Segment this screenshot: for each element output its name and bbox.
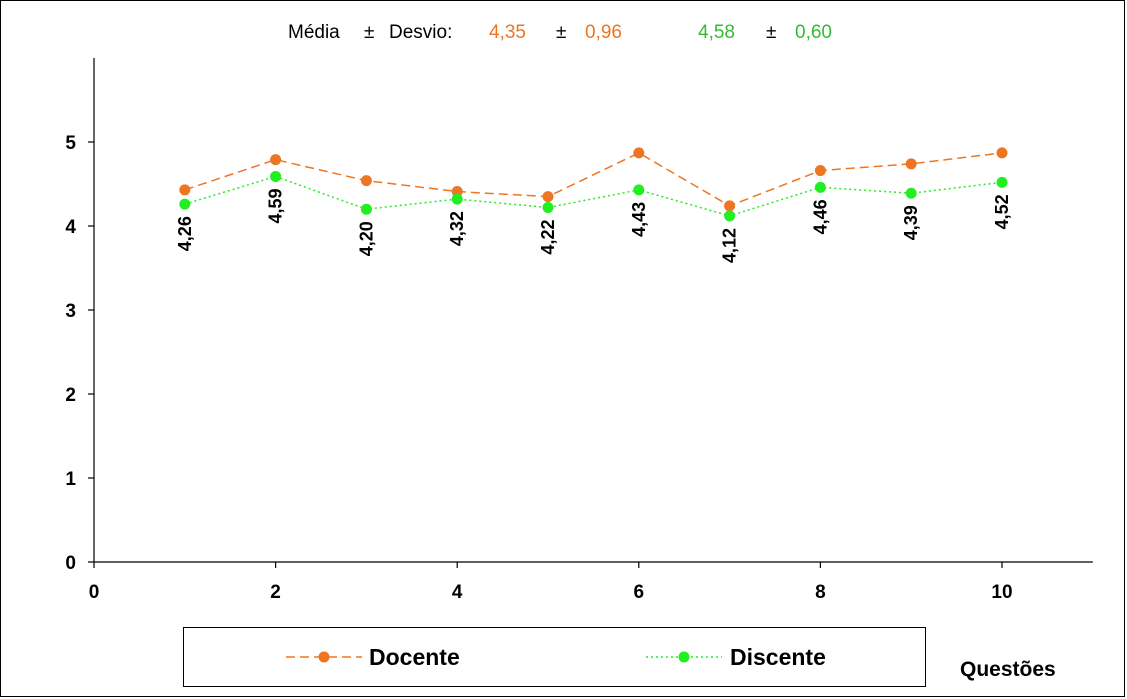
stats-discente-sd: 0,60 [795,22,832,43]
series-discente-point [451,193,463,205]
series-docente-point [724,200,736,212]
x-tick-label: 0 [89,582,100,603]
data-label: 4,26 [175,216,195,251]
series-docente-point [451,186,463,198]
legend-discente-label: Discente [730,644,826,670]
legend-docente-swatch [286,651,362,663]
series-discente-point [179,198,191,210]
stats-mean-label: Média [288,22,340,43]
series-docente-point [179,184,191,196]
legend: Docente Discente [183,627,926,687]
y-tick-label: 0 [65,553,76,574]
y-tick-label: 3 [65,301,76,322]
y-tick-label: 2 [65,385,76,406]
data-label: 4,46 [810,199,830,234]
y-tick-label: 5 [65,133,76,154]
axes: 0 1 2 3 4 5 0 2 4 6 8 10 [65,58,1093,603]
data-label: 4,22 [538,220,558,255]
stats-discente-mean: 4,58 [698,22,735,43]
series-discente-point [905,187,917,199]
series-docente-line [184,152,1003,207]
data-label: 4,12 [720,228,740,263]
x-tick-label: 2 [270,582,281,603]
series-discente [179,170,1008,222]
series-docente-point [814,165,826,177]
series-docente-point [996,147,1008,159]
series-discente-point [542,202,554,214]
stats-docente-mean: 4,35 [489,22,526,43]
series-docente-point [270,154,282,166]
series-discente-line [184,175,1003,217]
data-labels: 4,26 4,59 4,20 4,32 4,22 4,43 4,12 4,46 4,39 4,52 [175,188,1012,263]
series-discente-point [724,210,736,222]
x-tick-label: 4 [452,582,463,603]
data-label: 4,20 [356,221,376,256]
data-label: 4,52 [992,194,1012,229]
stats-discente-plusminus: ± [766,22,777,43]
series-discente-point [996,176,1008,188]
data-label: 4,32 [447,211,467,246]
series-docente-point [360,175,372,187]
x-tick-label: 10 [991,582,1012,603]
series-docente-point [542,191,554,203]
legend-item-docente: Docente [284,628,534,686]
data-label: 4,43 [629,202,649,237]
legend-item-discente: Discente [644,628,894,686]
legend-docente-label: Docente [369,644,460,670]
stats-desvio-label: Desvio: [389,22,453,43]
series-discente-point [814,181,826,193]
series-docente [179,147,1008,212]
data-label: 4,39 [901,205,921,240]
x-axis-title: Questões [960,658,1056,681]
stats-docente-plusminus: ± [556,22,567,43]
data-label: 4,59 [266,188,286,223]
x-tick-label: 6 [634,582,645,603]
series-discente-point [270,170,282,182]
stats-docente-sd: 0,96 [585,22,622,43]
y-tick-label: 1 [65,469,76,490]
series-discente-point [633,184,645,196]
x-tick-label: 8 [815,582,826,603]
series-docente-point [905,158,917,170]
stats-plusminus-sign: ± [364,22,375,43]
series-discente-point [360,203,372,215]
y-tick-label: 4 [65,217,76,238]
legend-discente-swatch [646,651,722,663]
series-docente-point [633,147,645,159]
